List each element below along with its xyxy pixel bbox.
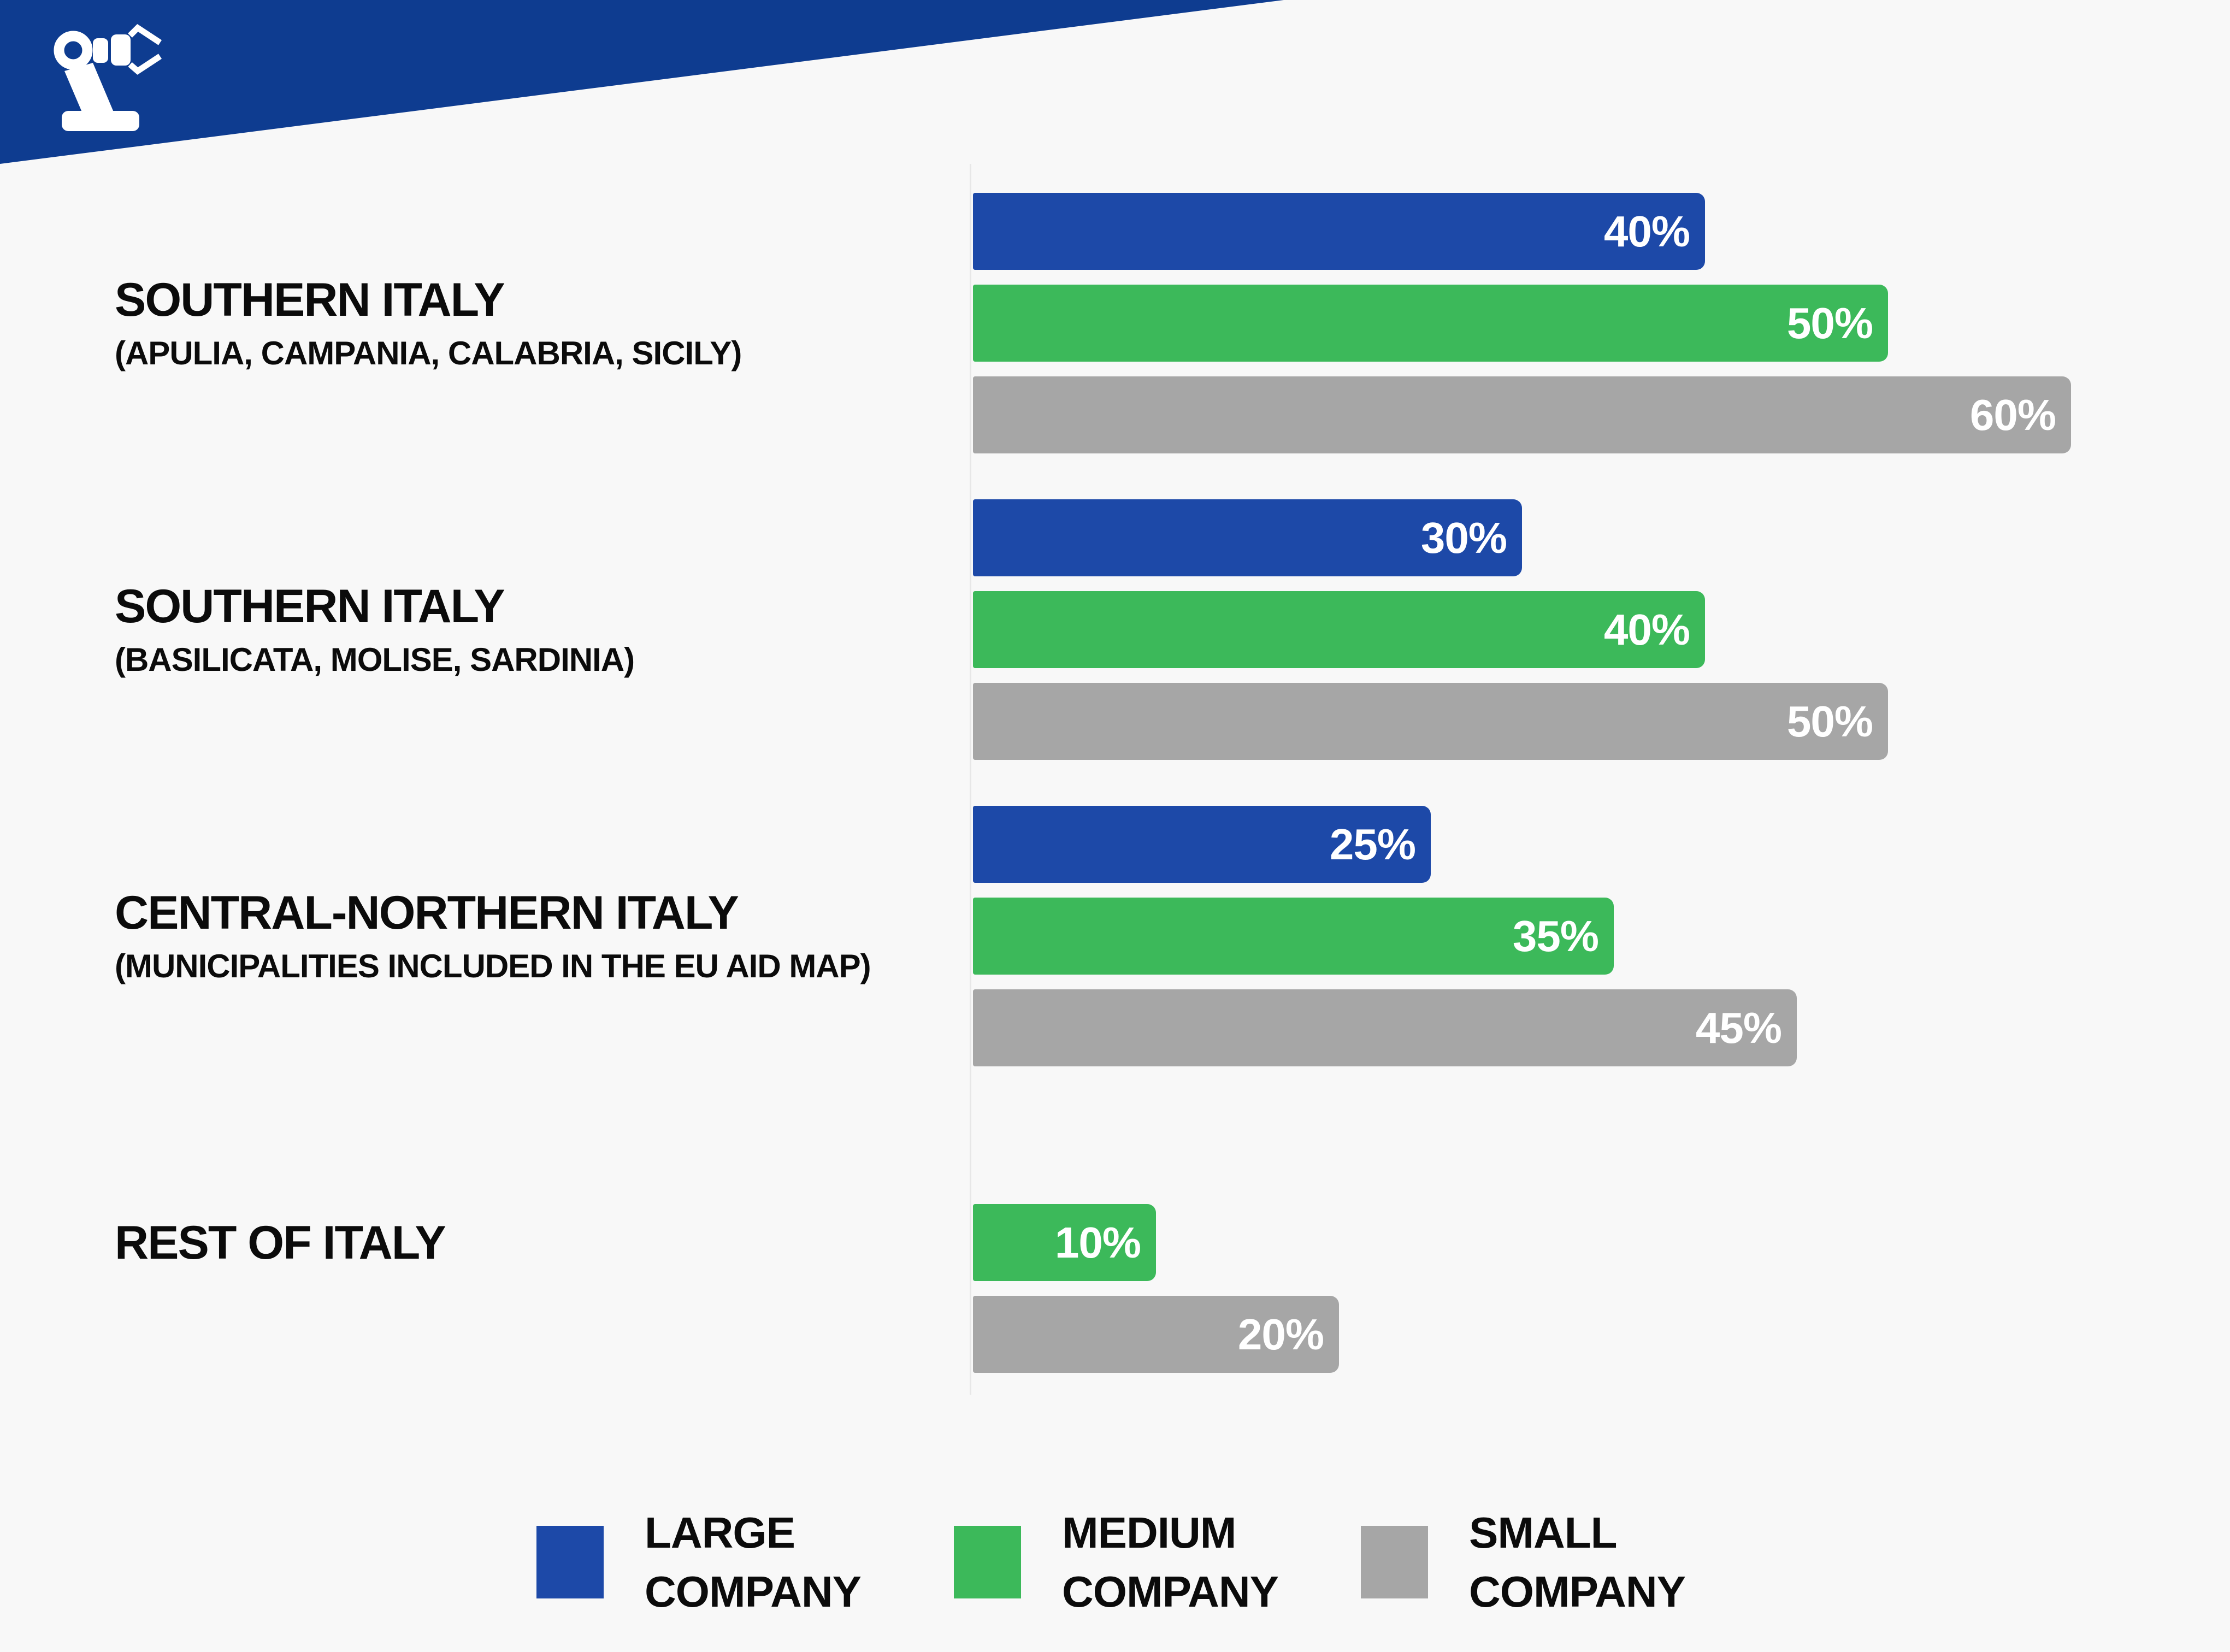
- bar-value-label: 50%: [1786, 697, 1873, 746]
- category-label: SOUTHERN ITALY (BASILICATA, MOLISE, SARDI…: [115, 580, 967, 680]
- robot-base: [62, 111, 139, 131]
- category-title: CENTRAL-NORTHERN ITALY: [115, 887, 739, 939]
- legend-label-line: COMPANY: [1062, 1567, 1279, 1616]
- legend-label-line: MEDIUM: [1062, 1508, 1236, 1557]
- legend-label: MEDIUM COMPANY: [1062, 1503, 1279, 1621]
- bar-value-label: 40%: [1603, 605, 1690, 654]
- legend-label: LARGE COMPANY: [645, 1503, 862, 1621]
- bar-small-company: 60%: [973, 376, 2071, 453]
- bar-large-company: 25%: [973, 806, 1431, 883]
- bar-value-label: 50%: [1786, 298, 1873, 347]
- category-subtitle: (BASILICATA, MOLISE, SARDINIA): [115, 641, 635, 678]
- axis-line: [970, 164, 971, 1395]
- bar-large-company: 30%: [973, 499, 1522, 576]
- bar-value-label: 35%: [1512, 911, 1599, 960]
- bar-small-company: 20%: [973, 1296, 1339, 1373]
- category-title: SOUTHERN ITALY: [115, 580, 505, 633]
- banner-shape: [0, 0, 1284, 164]
- bar-value-label: 30%: [1420, 513, 1507, 562]
- bar-value-label: 25%: [1329, 819, 1416, 869]
- category-subtitle: (MUNICIPALITIES INCLUDED IN THE EU AID M…: [115, 948, 871, 984]
- legend-label-line: COMPANY: [1469, 1567, 1686, 1616]
- legend-label-line: LARGE: [645, 1508, 795, 1557]
- bar-value-label: 45%: [1695, 1003, 1782, 1052]
- legend-label-line: SMALL: [1469, 1508, 1618, 1557]
- header-banner: [0, 0, 1284, 164]
- bar-medium-company: 35%: [973, 898, 1614, 975]
- category-label: REST OF ITALY: [115, 1217, 967, 1269]
- legend-label-line: COMPANY: [645, 1567, 862, 1616]
- bar-large-company: 40%: [973, 193, 1705, 270]
- bar-value-label: 20%: [1237, 1309, 1324, 1359]
- category-title: REST OF ITALY: [115, 1217, 446, 1269]
- robot-arm-icon: [54, 23, 162, 131]
- legend-label: SMALL COMPANY: [1469, 1503, 1686, 1621]
- category-label: SOUTHERN ITALY (APULIA, CAMPANIA, CALABRI…: [115, 274, 967, 373]
- bar-value-label: 60%: [1969, 390, 2056, 439]
- legend-swatch: [954, 1526, 1021, 1598]
- bar-value-label: 10%: [1054, 1218, 1141, 1267]
- robot-gripper-upper: [128, 23, 162, 45]
- bar-value-label: 40%: [1603, 206, 1690, 256]
- bar-medium-company: 40%: [973, 591, 1705, 668]
- bar-medium-company: 50%: [973, 285, 1888, 362]
- category-label: CENTRAL-NORTHERN ITALY (MUNICIPALITIES IN…: [115, 887, 967, 986]
- category-subtitle: (APULIA, CAMPANIA, CALABRIA, SICILY): [115, 335, 742, 371]
- robot-wrist: [111, 34, 131, 66]
- legend-swatch: [1361, 1526, 1428, 1598]
- category-title: SOUTHERN ITALY: [115, 274, 505, 326]
- robot-arm: [64, 63, 114, 112]
- legend-swatch: [536, 1526, 604, 1598]
- robot-gripper-lower: [128, 54, 162, 75]
- robot-shoulder-ring: [54, 31, 93, 70]
- robot-joint: [93, 38, 108, 63]
- bar-small-company: 45%: [973, 989, 1797, 1066]
- bar-medium-company: 10%: [973, 1204, 1156, 1281]
- bar-small-company: 50%: [973, 683, 1888, 760]
